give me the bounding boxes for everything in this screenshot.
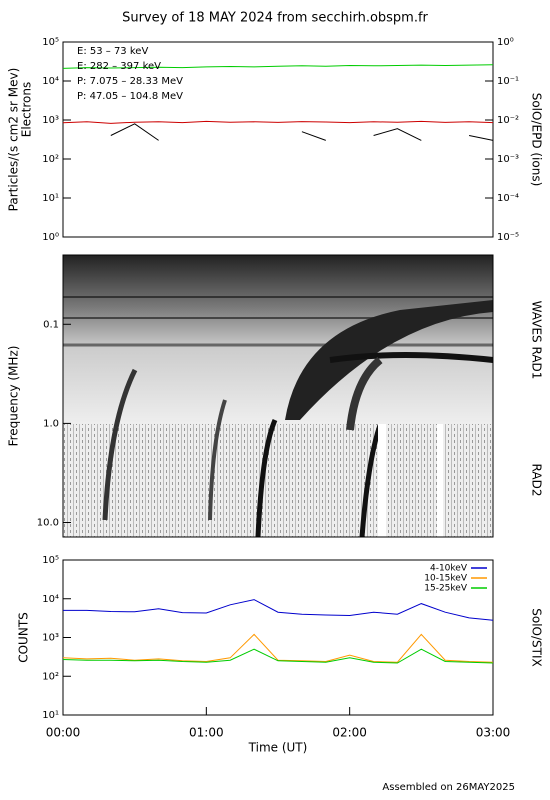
tick-label: 10⁰ <box>42 232 59 243</box>
y-axis-label: Particles/(s cm2 sr Mev) <box>7 68 21 212</box>
y2-axis-label: SolO/STIX <box>530 608 544 667</box>
tick-label: 10¹ <box>42 710 59 721</box>
x-tick-label: 02:00 <box>332 726 367 740</box>
tick-label: 10.0 <box>37 518 59 529</box>
legend-entry: 10-15keV <box>424 574 468 584</box>
x-tick-label: 01:00 <box>189 726 224 740</box>
tick-label: 10¹ <box>42 193 59 204</box>
footer: Assembled on 26MAY2025 <box>382 782 515 793</box>
legend-entry: P: 7.075 – 28.33 MeV <box>77 76 183 87</box>
series-line <box>63 599 494 621</box>
series-line <box>62 64 494 69</box>
tick-label: 10³ <box>42 633 59 644</box>
tick-label: 10² <box>42 154 59 165</box>
tick-label: 10⁰ <box>497 37 514 48</box>
tick-label: 10⁻⁴ <box>497 193 519 204</box>
plot-frame <box>62 41 494 238</box>
legend-entry: P: 47.05 – 104.8 MeV <box>77 91 183 102</box>
tick-label: 10⁴ <box>42 76 59 87</box>
tick-label: 10⁴ <box>42 594 59 605</box>
series-line <box>62 633 494 663</box>
tick-label: 10⁵ <box>42 555 59 566</box>
tick-label: 10⁵ <box>42 37 59 48</box>
tick-label: 1.0 <box>43 418 59 429</box>
y-axis-label: Electrons <box>20 82 34 137</box>
series-line <box>62 120 494 124</box>
x-axis-label: Time (UT) <box>248 741 308 755</box>
y2-axis-label: SolO/EPD (ions) <box>530 93 544 187</box>
legend-entry: E: 282 – 397 keV <box>77 61 161 72</box>
tick-label: 10⁻³ <box>497 154 519 165</box>
tick-label: 10² <box>42 671 59 682</box>
spectrogram-image <box>63 255 494 538</box>
series-line <box>110 123 494 141</box>
page-title: Survey of 18 MAY 2024 from secchirh.obsp… <box>122 11 428 26</box>
y-axis-label: COUNTS <box>17 612 31 663</box>
tick-label: 10³ <box>42 115 59 126</box>
series-line <box>62 648 494 664</box>
band-label: WAVES RAD1 <box>530 301 544 380</box>
x-tick-label: 03:00 <box>476 726 511 740</box>
plot-frame <box>62 254 494 538</box>
tick-label: 10⁻² <box>497 115 519 126</box>
legend-entry: 4-10keV <box>430 564 468 574</box>
x-tick-label: 00:00 <box>46 726 81 740</box>
tick-label: 0.1 <box>43 319 59 330</box>
legend-entry: 15-25keV <box>424 584 468 594</box>
band-label: RAD2 <box>530 464 544 497</box>
tick-label: 10⁻¹ <box>497 76 519 87</box>
legend-entry: E: 53 – 73 keV <box>77 46 148 57</box>
tick-label: 10⁻⁵ <box>497 232 519 243</box>
y-axis-label: Frequency (MHz) <box>7 346 21 447</box>
